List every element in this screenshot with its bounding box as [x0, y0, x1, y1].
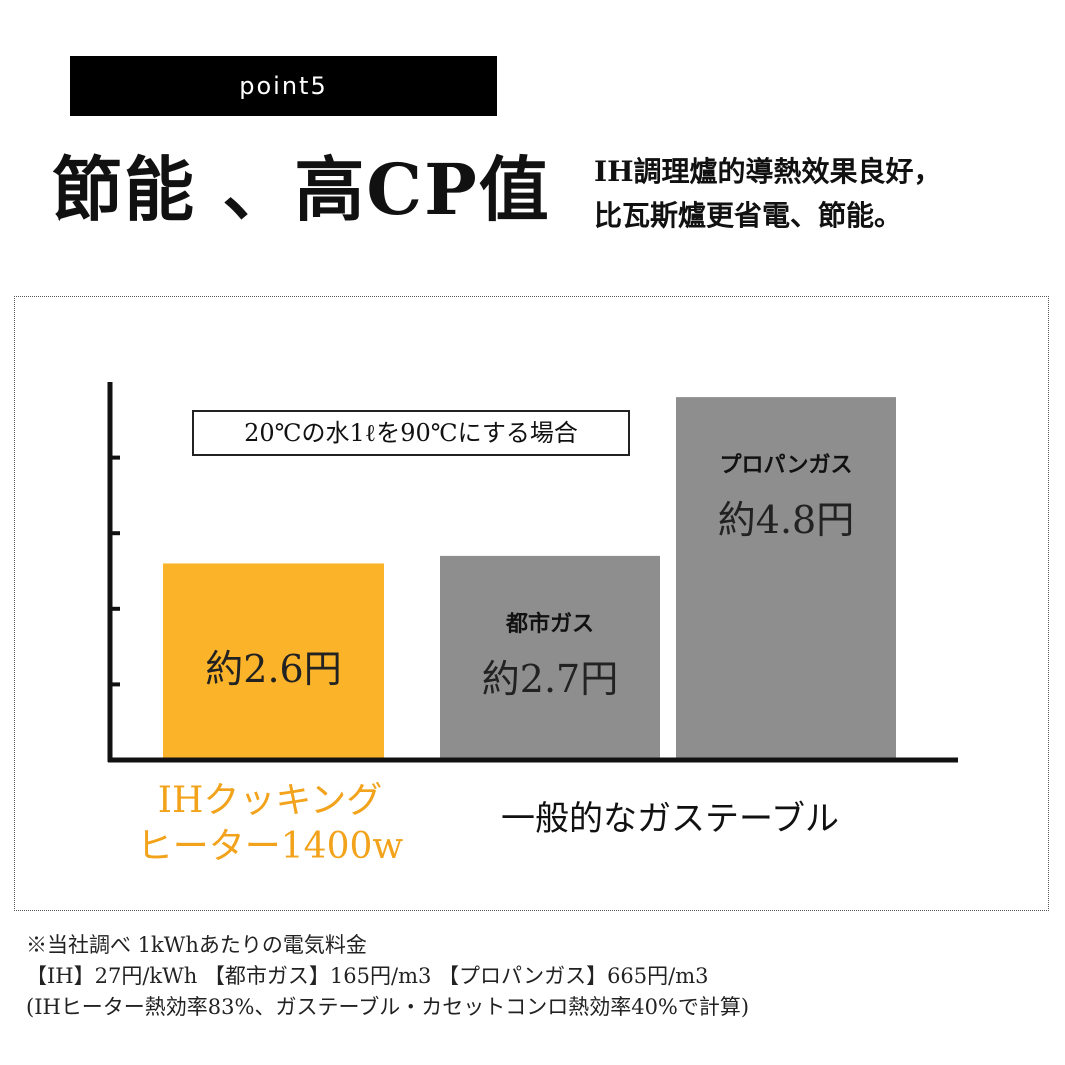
category-label-ih-line-2: ヒーター1400w	[136, 826, 404, 867]
category-label-ih: IHクッキング ヒーター1400w	[110, 778, 430, 870]
bar-propane-gas	[676, 397, 896, 760]
bar-name-propane-gas: プロパンガス	[719, 453, 853, 479]
footnote-line-3: (IHヒーター熱効率83%、ガステーブル・カセットコンロ熱効率40%で計算)	[26, 995, 750, 1019]
data-label-city-gas: 約2.7円	[481, 656, 619, 701]
subcopy-line-1: IH調理爐的導熱效果良好，	[594, 155, 942, 188]
subcopy-line-2: 比瓦斯爐更省電、節能。	[594, 199, 903, 232]
data-label-propane-gas: 約4.8円	[717, 498, 855, 543]
footnote: ※当社調べ 1kWhあたりの電気料金 【IH】27円/kWh 【都市ガス】165…	[26, 930, 749, 1023]
data-label-ih: 約2.6円	[205, 646, 342, 691]
category-label-ih-line-1: IHクッキング	[157, 780, 383, 821]
footnote-line-2: 【IH】27円/kWh 【都市ガス】165円/m3 【プロパンガス】665円/m…	[26, 964, 709, 988]
subcopy: IH調理爐的導熱效果良好， 比瓦斯爐更省電、節能。	[594, 150, 942, 238]
bar-ih	[163, 563, 384, 760]
category-label-gas-table: 一般的なガステーブル	[501, 799, 839, 839]
chart-frame	[14, 296, 1049, 911]
bar-name-city-gas: 都市ガス	[505, 611, 594, 637]
bar-city-gas	[440, 555, 660, 760]
footnote-line-1: ※当社調べ 1kWhあたりの電気料金	[26, 933, 367, 957]
point-badge: point5	[70, 56, 497, 116]
chart-condition: 20℃の水1ℓを90℃にする場合	[192, 410, 630, 456]
page-title: 節能 、高CP值	[52, 148, 551, 231]
